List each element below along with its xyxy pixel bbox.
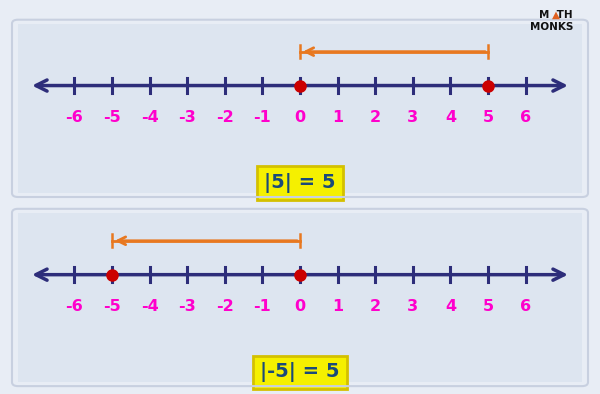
Text: 0: 0	[295, 299, 305, 314]
Text: -6: -6	[65, 110, 83, 125]
Text: 3: 3	[407, 299, 418, 314]
Text: -2: -2	[216, 110, 233, 125]
Text: -1: -1	[254, 299, 271, 314]
Text: -4: -4	[141, 110, 158, 125]
Text: 6: 6	[520, 110, 531, 125]
Text: MONKS: MONKS	[530, 22, 573, 32]
Text: M  TH: M TH	[539, 10, 573, 20]
Text: ▲: ▲	[552, 10, 560, 20]
Text: -5: -5	[103, 299, 121, 314]
Text: 4: 4	[445, 110, 456, 125]
Text: |-5| = 5: |-5| = 5	[260, 362, 340, 383]
Text: |5| = 5: |5| = 5	[264, 173, 336, 193]
Text: 3: 3	[407, 110, 418, 125]
Text: -6: -6	[65, 299, 83, 314]
Text: 2: 2	[370, 110, 381, 125]
Text: 2: 2	[370, 299, 381, 314]
Text: 1: 1	[332, 110, 343, 125]
Text: 5: 5	[482, 110, 494, 125]
Text: -3: -3	[178, 299, 196, 314]
Text: -4: -4	[141, 299, 158, 314]
Text: 0: 0	[295, 110, 305, 125]
Text: 6: 6	[520, 299, 531, 314]
Text: 5: 5	[482, 299, 494, 314]
Text: -1: -1	[254, 110, 271, 125]
Text: -2: -2	[216, 299, 233, 314]
Text: -5: -5	[103, 110, 121, 125]
Text: 4: 4	[445, 299, 456, 314]
Text: 1: 1	[332, 299, 343, 314]
Text: -3: -3	[178, 110, 196, 125]
